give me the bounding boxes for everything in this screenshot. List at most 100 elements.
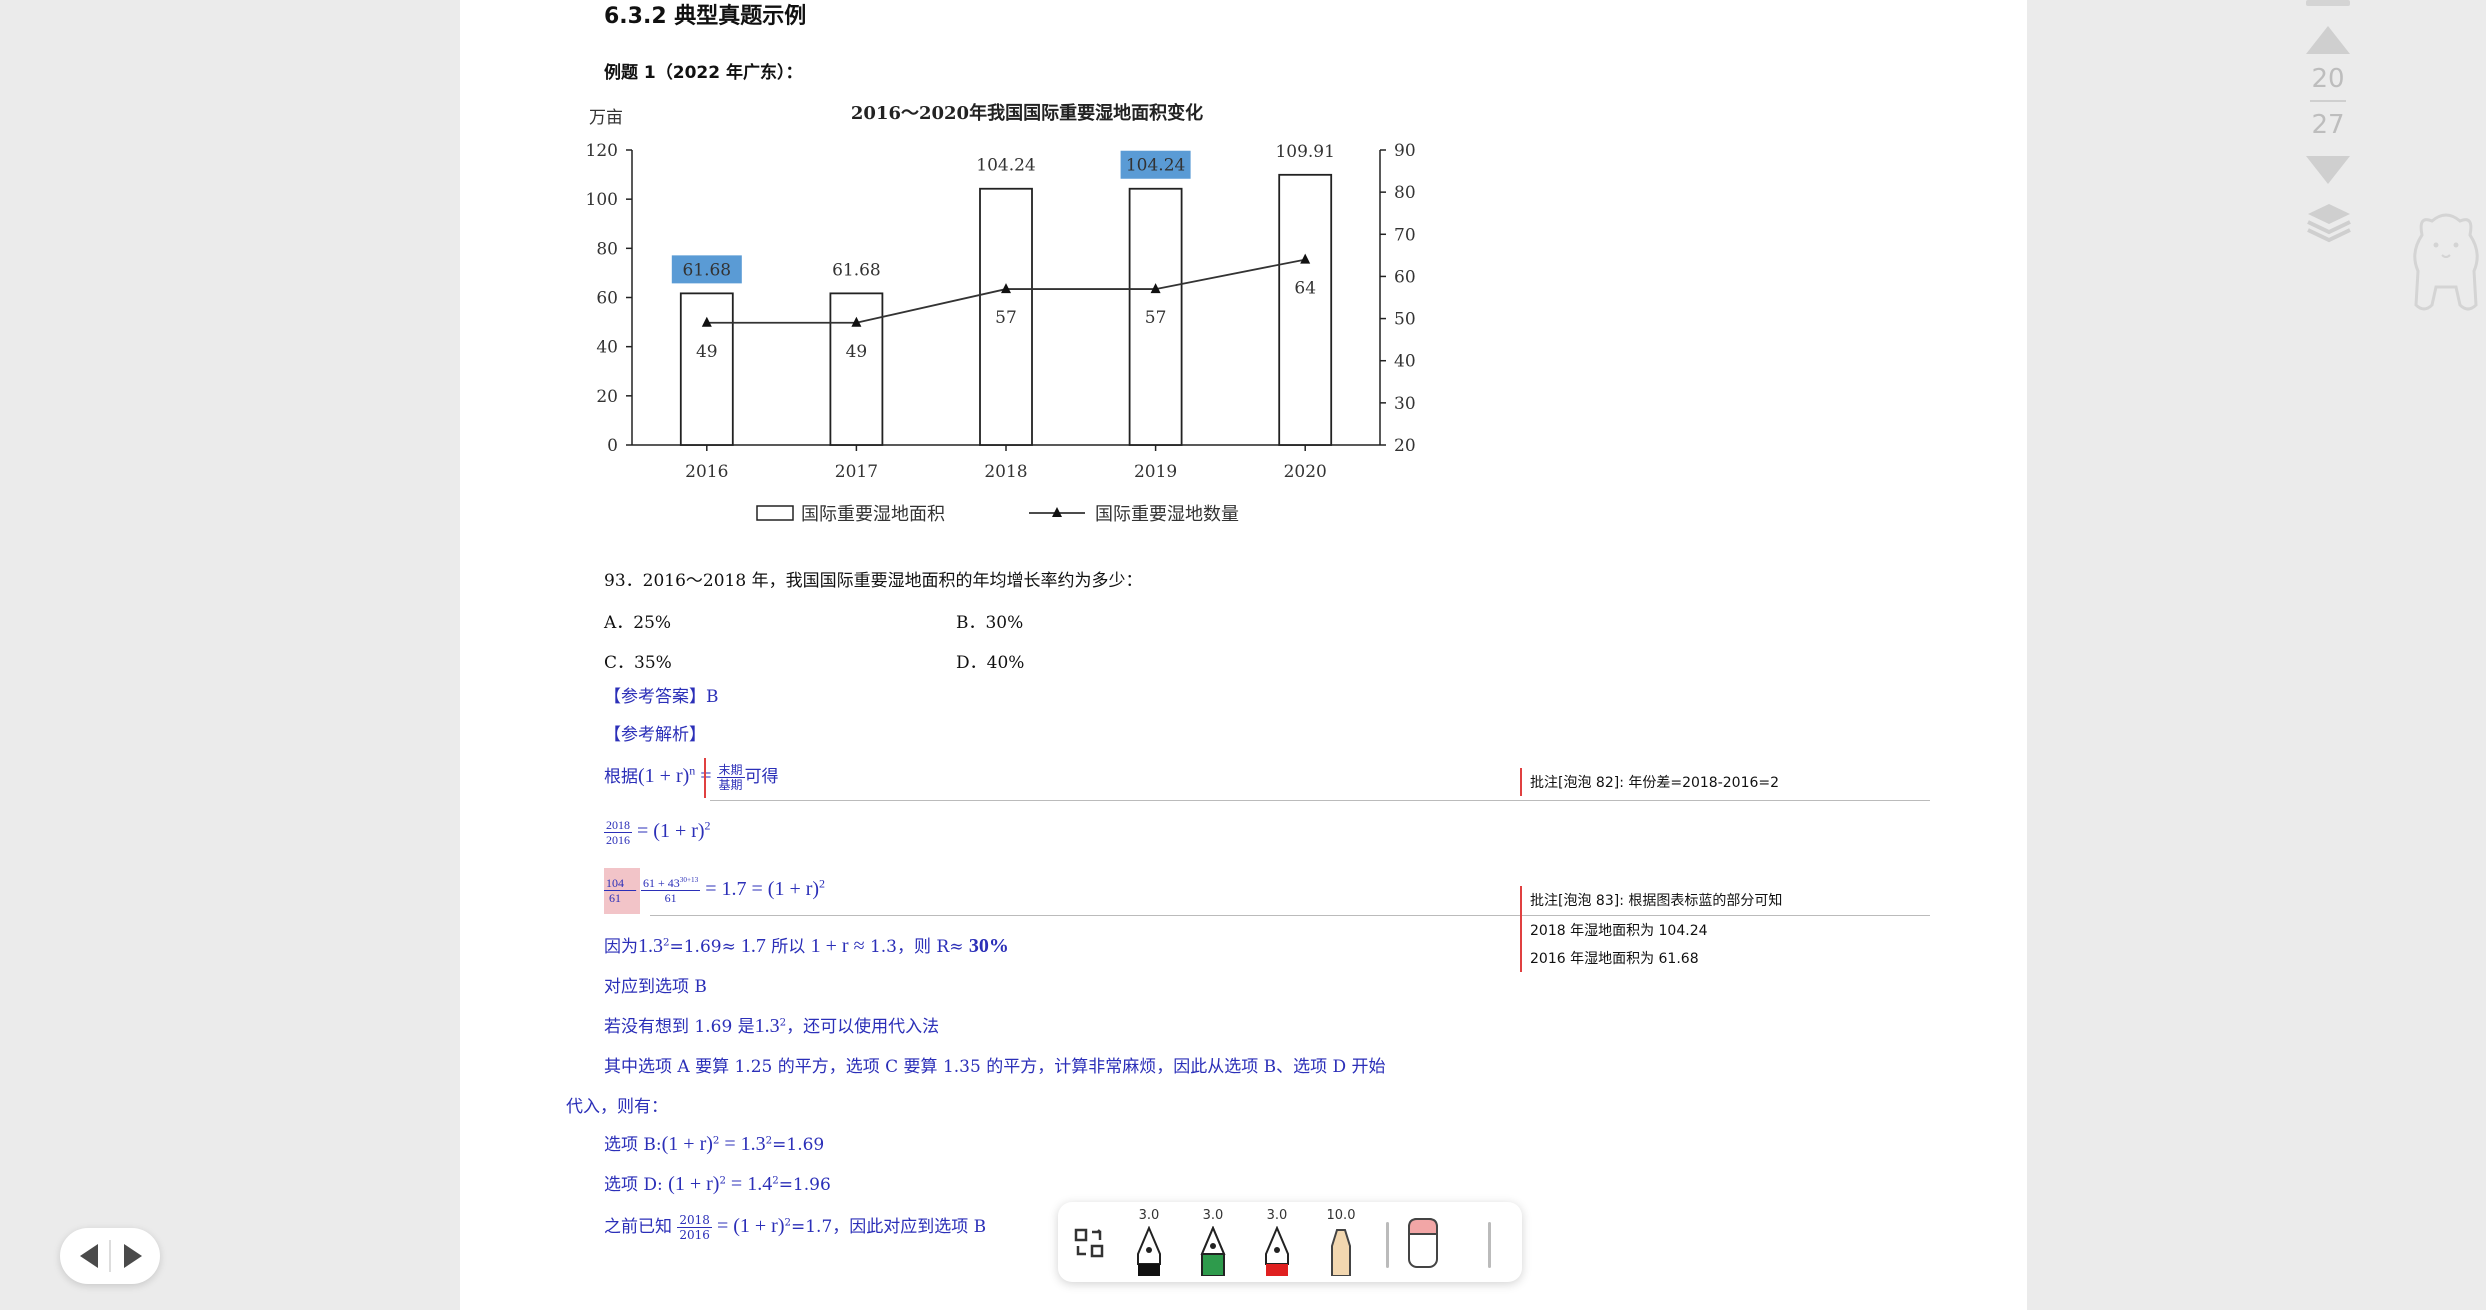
wetland-chart: 万亩 2016～2020年我国国际重要湿地面积变化 0 20 40 60 80 100 12… bbox=[586, 102, 1416, 525]
legend-line-label: 国际重要湿地数量 bbox=[1095, 504, 1239, 525]
annotation-marker bbox=[704, 758, 706, 798]
option-b: B．30% bbox=[956, 613, 1024, 633]
bar-value-label: 104.24 bbox=[976, 156, 1035, 176]
question-text: 93．2016～2018 年，我国国际重要湿地面积的年均增长率约为多少： bbox=[604, 571, 1143, 591]
bar-2016 bbox=[679, 292, 734, 446]
left-tick-label: 0 bbox=[607, 436, 618, 456]
analysis-title: 【参考解析】 bbox=[604, 725, 706, 745]
count-point-2020 bbox=[1300, 253, 1311, 264]
chart-title: 2016～2020年我国国际重要湿地面积变化 bbox=[851, 102, 1203, 124]
comment-connector-2 bbox=[650, 915, 1930, 916]
left-tick-label: 20 bbox=[596, 387, 618, 407]
solution-line-10: 选项 D: (1 + r)2 = 1.42=1.96 bbox=[604, 1173, 831, 1195]
right-tick-label: 50 bbox=[1394, 310, 1416, 330]
option-a: A．25% bbox=[604, 613, 672, 633]
mascot-icon[interactable] bbox=[2408, 205, 2484, 315]
left-tick-label: 80 bbox=[596, 239, 618, 259]
pen-nib-icon bbox=[1265, 1226, 1289, 1276]
layers-icon[interactable] bbox=[2306, 200, 2352, 246]
prev-page-icon[interactable] bbox=[2306, 26, 2350, 54]
arrows-divider bbox=[109, 1240, 111, 1272]
right-tick-label: 20 bbox=[1394, 436, 1416, 456]
bar-label-highlight bbox=[671, 255, 742, 284]
section-heading: 6.3.2 典型真题示例 bbox=[604, 4, 807, 29]
chart-unit-label: 万亩 bbox=[589, 108, 623, 128]
solution-line-9: 选项 B:(1 + r)2 = 1.32=1.69 bbox=[604, 1133, 825, 1155]
solution-line-8: 代入，则有： bbox=[566, 1097, 668, 1117]
left-tick-label: 120 bbox=[586, 141, 618, 161]
right-tick-label: 80 bbox=[1394, 183, 1416, 203]
comment-82[interactable]: 批注[泡泡 82]: 年份差=2018-2016=2 bbox=[1530, 775, 1780, 791]
option-c: C．35% bbox=[604, 653, 672, 673]
solution-line-7: 其中选项 A 要算 1.25 的平方，选项 C 要算 1.35 的平方，计算非常… bbox=[604, 1057, 1386, 1077]
right-tick-label: 90 bbox=[1394, 141, 1416, 161]
prev-arrow-icon[interactable] bbox=[76, 1242, 104, 1270]
solution-line-5: 对应到选项 B bbox=[604, 977, 707, 997]
bar-2017 bbox=[829, 292, 884, 446]
pen-green[interactable]: 3.0 bbox=[1188, 1202, 1238, 1282]
bar-2018 bbox=[979, 187, 1033, 446]
left-tick-label: 60 bbox=[596, 289, 618, 309]
comment-83-line-3: 2016 年湿地面积为 61.68 bbox=[1530, 951, 1699, 967]
right-tick-label: 70 bbox=[1394, 225, 1416, 245]
solution-line-2: 2018 2016 = (1 + r)2 bbox=[604, 818, 711, 847]
comment-83[interactable]: 批注[泡泡 83]: 根据图表标蓝的部分可知 bbox=[1530, 893, 1783, 909]
total-page-number: 27 bbox=[2311, 110, 2345, 140]
count-value-label: 57 bbox=[995, 308, 1017, 328]
bar-value-label: 104.24 bbox=[1126, 156, 1185, 176]
document-page[interactable]: 6.3.2 典型真题示例 例题 1（2022 年广东）： 万亩 2016～202… bbox=[460, 0, 2027, 1310]
right-tick-label: 30 bbox=[1394, 394, 1416, 414]
bar-2019 bbox=[1128, 187, 1183, 446]
next-arrow-icon[interactable] bbox=[118, 1242, 146, 1270]
legend-line-marker bbox=[1052, 507, 1062, 517]
left-tick-label: 100 bbox=[586, 190, 618, 210]
bar-label-highlight bbox=[1120, 150, 1191, 179]
count-point-2016 bbox=[701, 316, 712, 327]
annotation-highlight bbox=[604, 868, 640, 914]
page-turn-controls bbox=[60, 1228, 160, 1284]
count-value-label: 57 bbox=[1145, 308, 1167, 328]
comment-bar-2 bbox=[1520, 886, 1522, 972]
x-tick-label: 2016 bbox=[685, 462, 728, 482]
count-point-2018 bbox=[1001, 283, 1011, 294]
highlighter[interactable]: 10.0 bbox=[1316, 1202, 1366, 1282]
toolbar-divider bbox=[1488, 1222, 1491, 1268]
solution-line-6: 若没有想到 1.69 是1.32，还可以使用代入法 bbox=[604, 1015, 940, 1037]
bar-value-label: 61.68 bbox=[832, 260, 881, 280]
right-tick-label: 40 bbox=[1394, 352, 1416, 372]
page-number-divider bbox=[2310, 100, 2346, 102]
right-tick-label: 60 bbox=[1394, 267, 1416, 287]
x-tick-label: 2019 bbox=[1134, 462, 1177, 482]
x-tick-label: 2017 bbox=[835, 462, 878, 482]
legend-bar-label: 国际重要湿地面积 bbox=[801, 504, 945, 525]
solution-line-4: 因为1.32=1.69≈ 1.7 所以 1 + r ≈ 1.3，则 R≈ 30% bbox=[604, 935, 1009, 957]
left-tick-label: 40 bbox=[596, 338, 618, 358]
comment-connector-1 bbox=[710, 800, 1930, 801]
pen-black[interactable]: 3.0 bbox=[1124, 1202, 1174, 1282]
x-tick-label: 2020 bbox=[1284, 462, 1327, 482]
eraser-icon[interactable] bbox=[1406, 1216, 1440, 1270]
option-d: D．40% bbox=[956, 653, 1025, 673]
pen-color-swatch bbox=[1138, 1264, 1160, 1276]
bar-value-label: 61.68 bbox=[682, 260, 731, 280]
comment-bar-1 bbox=[1520, 768, 1522, 796]
count-value-label: 49 bbox=[696, 342, 718, 362]
swap-tool-icon[interactable] bbox=[1072, 1226, 1106, 1260]
count-value-label: 64 bbox=[1294, 279, 1316, 299]
count-point-2017 bbox=[851, 316, 862, 327]
bar-2020 bbox=[1278, 173, 1333, 446]
count-value-label: 49 bbox=[846, 342, 868, 362]
page-navigator: 20 27 bbox=[2290, 0, 2400, 270]
scroll-thumb[interactable] bbox=[2306, 0, 2350, 6]
legend-bar-swatch bbox=[756, 505, 794, 521]
current-page-number: 20 bbox=[2311, 64, 2345, 94]
pen-nib-icon bbox=[1137, 1226, 1161, 1276]
reference-answer: 【参考答案】B bbox=[604, 687, 719, 707]
toolbar-divider bbox=[1386, 1222, 1389, 1268]
solution-line-3: 104 61– 61 + 4330+13 61 = 1.7 = (1 + r)2 bbox=[604, 876, 826, 905]
pen-nib-icon bbox=[1200, 1226, 1226, 1276]
comment-83-line-2: 2018 年湿地面积为 104.24 bbox=[1530, 923, 1708, 939]
pen-red[interactable]: 3.0 bbox=[1252, 1202, 1302, 1282]
next-page-icon[interactable] bbox=[2306, 156, 2350, 184]
